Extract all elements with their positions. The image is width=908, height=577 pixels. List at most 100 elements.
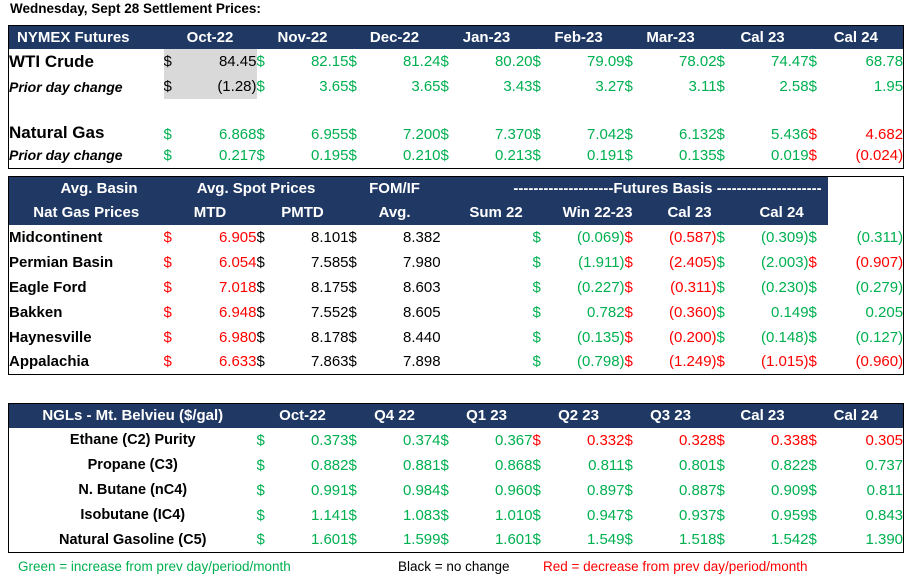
basin-header-spot-prices: Avg. Spot Prices <box>163 176 349 201</box>
basin-row-currency-3: $ <box>532 328 541 346</box>
nymex-header-4: Jan-23 <box>440 25 533 49</box>
basin-row-currency-5: $ <box>716 253 725 271</box>
basin-row-label: Haynesville <box>9 328 92 346</box>
basin-header-fom-if: FOM/IF <box>348 176 441 201</box>
nymex-row-value-7: 68.78 <box>865 53 904 70</box>
basin-row-currency-4: $ <box>624 228 633 246</box>
basin-row-value-2: 8.605 <box>403 303 441 321</box>
basin-row-currency-1: $ <box>256 328 265 346</box>
basin-row-value-4: (0.311) <box>670 278 717 296</box>
ngl-row-label: Natural Gasoline (C5) <box>59 531 207 548</box>
ngl-row-currency-6: $ <box>808 506 817 524</box>
ngl-row-label: Propane (C3) <box>87 457 178 473</box>
ngl-row-value-4: 1.518 <box>678 531 717 549</box>
nymex-row-currency-7: $ <box>808 53 817 70</box>
ngl-row-value-3: 1.549 <box>586 531 625 549</box>
basin-row-value-4: (1.249) <box>669 353 717 371</box>
basin-row-value-5: (1.015) <box>761 353 809 371</box>
ngl-row-currency-0: $ <box>256 506 265 524</box>
basin-row: Haynesville $6.980 $8.178 $8.440 $ (0.135) $ (0… <box>9 325 904 350</box>
nymex-row-currency-6: $ <box>716 146 725 164</box>
ngl-row-value-2: 0.367 <box>494 431 533 449</box>
nymex-row-value-4: 79.09 <box>586 53 625 70</box>
basin-row-currency-3: $ <box>532 278 541 296</box>
basin-row-spacer <box>441 325 533 350</box>
ngl-row-currency-0: $ <box>256 481 265 499</box>
ngl-row-currency-6: $ <box>808 431 817 449</box>
ngl-row-value-5: 0.959 <box>770 506 809 524</box>
ngl-row-value-0: 0.991 <box>310 481 349 499</box>
ngl-row-currency-2: $ <box>440 456 449 474</box>
ngl-row: Isobutane (IC4) $1.141 $1.083 $1.010 $0.947 $… <box>9 503 904 528</box>
nymex-row-value-0: 6.868 <box>218 125 257 143</box>
ngl-row-value-5: 1.542 <box>770 531 809 549</box>
nymex-row-currency-0: $ <box>163 74 183 99</box>
ngl-row: Ethane (C2) Purity $0.373 $0.374 $0.367 $0.3… <box>9 428 904 453</box>
basin-row-value-0: 6.980 <box>218 328 257 346</box>
basin-row-value-3: (0.227) <box>577 278 625 296</box>
basin-prices-table: Avg. Basin Avg. Spot Prices FOM/IF --------… <box>8 176 905 375</box>
legend-black: Black = no change <box>398 559 510 574</box>
basin-row-spacer <box>441 275 533 300</box>
basin-row-value-3: (0.069) <box>577 228 625 246</box>
basin-row-value-1: 8.101 <box>310 228 349 246</box>
nymex-row-currency-7: $ <box>808 125 817 143</box>
basin-row-value-3: 0.782 <box>587 303 625 321</box>
ngl-row-value-6: 0.305 <box>865 431 904 449</box>
basin-row-value-6: 0.205 <box>865 303 904 321</box>
nymex-row-currency-2: $ <box>348 53 357 70</box>
ngl-row-value-4: 0.937 <box>678 506 717 524</box>
basin-header-7: Cal 24 <box>735 200 828 225</box>
basin-header-nat-gas-prices: Nat Gas Prices <box>8 200 164 225</box>
ngl-row-currency-5: $ <box>716 456 725 474</box>
basin-row-currency-1: $ <box>256 303 265 321</box>
basin-row-currency-6: $ <box>808 253 817 271</box>
nymex-row: WTI Crude $84.45 $82.15 $81.24 $80.20 $79.09 $… <box>9 48 904 75</box>
ngl-row-currency-3: $ <box>532 531 541 549</box>
nymex-row-currency-7: $ <box>808 146 817 164</box>
nymex-row: Prior day change $0.217 $0.195 $0.210 $0.213… <box>9 143 904 169</box>
basin-row-currency-6: $ <box>808 228 817 246</box>
ngl-row-currency-6: $ <box>808 456 817 474</box>
nymex-row-currency-6: $ <box>716 78 725 95</box>
basin-row-currency-0: $ <box>163 303 172 321</box>
ngl-row-value-4: 0.887 <box>678 481 717 499</box>
nymex-row-currency-2: $ <box>348 78 357 95</box>
basin-row-currency-3: $ <box>532 353 541 371</box>
basin-row-value-1: 8.178 <box>310 328 349 346</box>
nymex-row-currency-1: $ <box>256 125 265 143</box>
nymex-row-value-2: 7.200 <box>402 125 441 143</box>
basin-row-currency-5: $ <box>716 228 725 246</box>
ngl-row-currency-3: $ <box>532 506 541 524</box>
nymex-row-currency-3: $ <box>440 125 449 143</box>
basin-row-value-1: 7.863 <box>310 353 349 371</box>
basin-row-value-0: 6.633 <box>218 353 257 371</box>
basin-row-value-6: (0.127) <box>855 328 904 346</box>
nymex-header-row: NYMEX Futures Oct-22 Nov-22 Dec-22 Jan-23 Feb… <box>8 25 904 49</box>
nymex-row-currency-4: $ <box>532 125 541 143</box>
ngl-row-value-3: 0.332 <box>586 431 625 449</box>
basin-row-currency-5: $ <box>716 328 725 346</box>
ngl-row-currency-1: $ <box>348 531 357 549</box>
ngl-row-currency-5: $ <box>716 431 725 449</box>
ngl-row-currency-1: $ <box>348 431 357 449</box>
ngl-header-3: Q1 23 <box>440 403 533 428</box>
nymex-header-2: Nov-22 <box>256 25 349 49</box>
nymex-header-7: Cal 23 <box>716 25 809 49</box>
basin-row-value-6: (0.279) <box>855 278 904 296</box>
basin-row-currency-2: $ <box>348 353 357 371</box>
nymex-row-value-0: 0.217 <box>218 146 257 164</box>
basin-row-currency-6: $ <box>808 278 817 296</box>
ngl-row-currency-3: $ <box>532 456 541 474</box>
basin-row-spacer <box>441 225 533 250</box>
nymex-row-currency-6: $ <box>716 53 725 70</box>
legend-red: Red = decrease from prev day/period/mont… <box>543 559 808 574</box>
basin-row-currency-0: $ <box>163 228 172 246</box>
basin-row-spacer <box>441 250 533 275</box>
ngl-row-currency-4: $ <box>624 531 633 549</box>
nymex-row-currency-6: $ <box>716 125 725 143</box>
basin-header-futures-basis: --------------------Futures Basis ------… <box>440 176 828 201</box>
ngl-row: N. Butane (nC4) $0.991 $0.984 $0.960 $0.897 $… <box>9 478 904 503</box>
nymex-header-1: Oct-22 <box>163 25 257 49</box>
nymex-row-value-3: 0.213 <box>494 146 533 164</box>
